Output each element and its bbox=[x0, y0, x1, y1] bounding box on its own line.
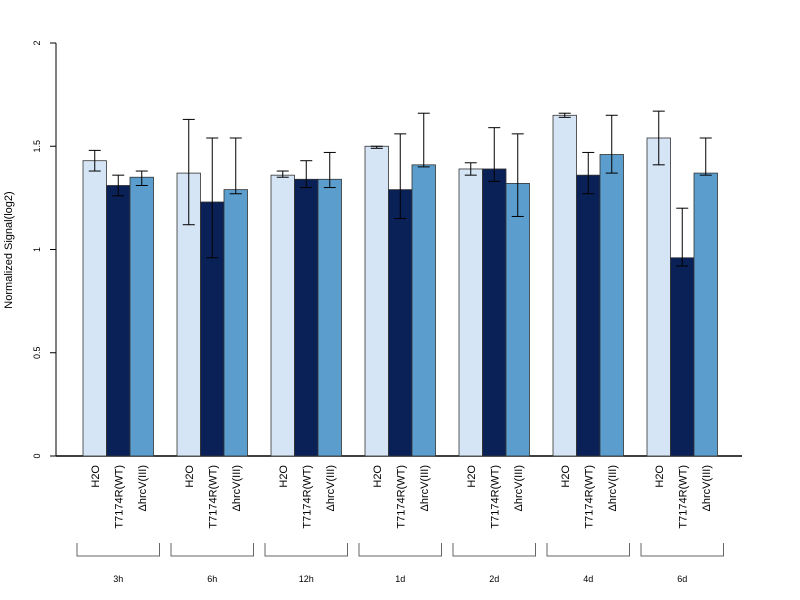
bar bbox=[129, 176, 154, 457]
bar bbox=[106, 185, 131, 457]
group-bracket bbox=[452, 543, 536, 557]
y-axis: 0 0.5 1 1.5 2 bbox=[32, 40, 57, 459]
x-tick-label: ΔhrcV(III) bbox=[607, 465, 619, 511]
x-tick-label: H2O bbox=[560, 465, 572, 488]
group-label: 12h bbox=[299, 574, 314, 584]
bars-layer bbox=[82, 114, 718, 457]
x-tick-label: ΔhrcV(III) bbox=[419, 465, 431, 511]
x-tick-label: H2O bbox=[184, 465, 196, 488]
x-tick-label: T7174R(WT) bbox=[207, 465, 219, 529]
x-tick-labels: H2O T7174R(WT) ΔhrcV(III) H2O T7174R(WT) Δhrc… bbox=[90, 465, 713, 529]
x-tick-label: T7174R(WT) bbox=[489, 465, 501, 529]
y-tick-label: 2 bbox=[32, 40, 42, 45]
bar bbox=[505, 183, 530, 457]
x-tick-label: H2O bbox=[372, 465, 384, 488]
y-tick-label: 0.5 bbox=[32, 346, 42, 359]
bar bbox=[411, 164, 436, 457]
y-tick-label: 1 bbox=[32, 247, 42, 252]
group-label: 6h bbox=[207, 574, 217, 584]
group-bracket bbox=[264, 543, 348, 557]
bar bbox=[552, 114, 577, 457]
bar bbox=[693, 172, 718, 457]
x-tick-label: T7174R(WT) bbox=[677, 465, 689, 529]
x-tick-label: ΔhrcV(III) bbox=[325, 465, 337, 511]
group-label: 2d bbox=[489, 574, 499, 584]
group-bracket bbox=[170, 543, 254, 557]
group-brackets: 3h 6h 12h 1d 2d 4d 6d bbox=[76, 543, 724, 584]
x-tick-label: T7174R(WT) bbox=[583, 465, 595, 529]
bar bbox=[670, 257, 695, 457]
x-tick-label: ΔhrcV(III) bbox=[701, 465, 713, 511]
bar bbox=[646, 137, 671, 457]
bar bbox=[270, 174, 295, 457]
x-tick-label: ΔhrcV(III) bbox=[137, 465, 149, 511]
group-bracket bbox=[358, 543, 442, 557]
bar bbox=[599, 154, 624, 457]
group-label: 1d bbox=[395, 574, 405, 584]
x-tick-label: H2O bbox=[466, 465, 478, 488]
y-tick-label: 0 bbox=[32, 453, 42, 458]
x-tick-label: ΔhrcV(III) bbox=[231, 465, 243, 511]
bar bbox=[388, 189, 413, 457]
y-axis-label: Normalized Signal(log2) bbox=[3, 191, 15, 308]
y-axis-ticks: 0 0.5 1 1.5 2 bbox=[32, 40, 56, 459]
group-bracket bbox=[546, 543, 630, 557]
error-bars-layer bbox=[88, 110, 712, 267]
bar bbox=[317, 178, 342, 457]
group-label: 4d bbox=[583, 574, 593, 584]
bar bbox=[82, 160, 107, 457]
x-tick-label: T7174R(WT) bbox=[301, 465, 313, 529]
group-label: 3h bbox=[113, 574, 123, 584]
group-bracket bbox=[76, 543, 160, 557]
bar bbox=[364, 145, 389, 457]
x-tick-label: H2O bbox=[654, 465, 666, 488]
bar bbox=[576, 174, 601, 457]
bar bbox=[458, 168, 483, 457]
group-bracket bbox=[640, 543, 724, 557]
y-tick-label: 1.5 bbox=[32, 140, 42, 153]
group-label: 6d bbox=[677, 574, 687, 584]
x-tick-label: H2O bbox=[90, 465, 102, 488]
x-tick-label: ΔhrcV(III) bbox=[513, 465, 525, 511]
bar bbox=[294, 178, 319, 457]
x-tick-label: H2O bbox=[278, 465, 290, 488]
x-tick-label: T7174R(WT) bbox=[113, 465, 125, 529]
x-tick-label: T7174R(WT) bbox=[395, 465, 407, 529]
bar bbox=[223, 189, 248, 457]
bar bbox=[482, 168, 507, 457]
